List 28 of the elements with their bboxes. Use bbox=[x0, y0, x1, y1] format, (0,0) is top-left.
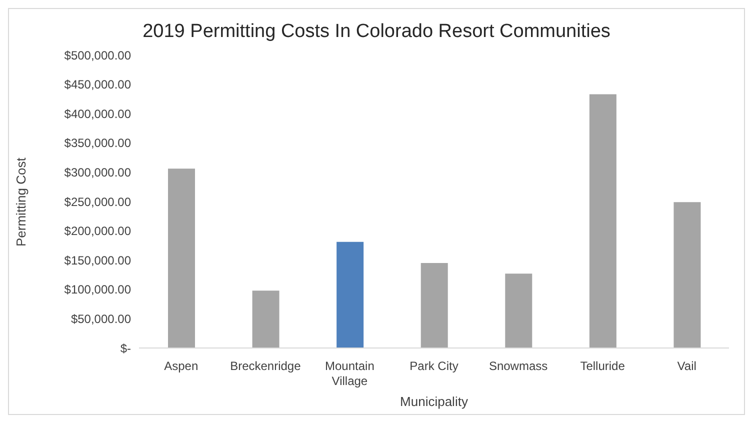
x-tick-label: Snowmass bbox=[488, 359, 548, 373]
chart-title: 2019 Permitting Costs In Colorado Resort Communities bbox=[142, 21, 612, 44]
y-tick-label: $50,000.00 bbox=[70, 312, 132, 326]
x-tick-label: Mountain Village bbox=[325, 359, 374, 388]
y-tick-label: $250,000.00 bbox=[64, 194, 132, 209]
x-tick-label: Breckenridge bbox=[230, 359, 302, 373]
y-axis-title: Permitting Cost bbox=[14, 157, 29, 246]
y-tick-label: $450,000.00 bbox=[64, 78, 132, 92]
y-tick-label: $350,000.00 bbox=[64, 136, 132, 150]
bar bbox=[336, 242, 364, 348]
x-tick-label: Telluride bbox=[580, 359, 626, 373]
y-tick-label: $500,000.00 bbox=[64, 48, 132, 62]
y-tick-label: $150,000.00 bbox=[64, 253, 132, 268]
bar bbox=[674, 202, 701, 348]
bar bbox=[168, 168, 195, 348]
y-tick-label: $400,000.00 bbox=[64, 106, 132, 121]
x-axis-title: Municipality bbox=[400, 394, 468, 409]
bar bbox=[589, 94, 616, 348]
y-tick-label: $- bbox=[120, 341, 131, 356]
y-tick-label: $100,000.00 bbox=[64, 282, 132, 297]
x-tick-label: Park City bbox=[410, 359, 458, 373]
y-tick-label: $200,000.00 bbox=[64, 224, 132, 238]
bar bbox=[252, 290, 280, 348]
bar bbox=[505, 274, 532, 348]
x-tick-label: Aspen bbox=[164, 359, 198, 373]
x-tick-label: Vail bbox=[677, 359, 696, 373]
bar bbox=[420, 263, 448, 348]
y-tick-label: $300,000.00 bbox=[64, 165, 132, 180]
